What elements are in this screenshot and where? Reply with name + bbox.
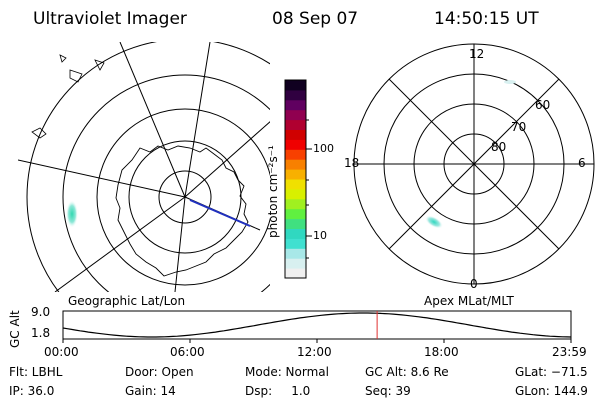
colorbar-segment <box>285 159 306 170</box>
colorbar-segment <box>285 109 306 121</box>
altitude-curve <box>62 312 572 338</box>
coastline <box>115 145 249 277</box>
geographic-map <box>18 42 270 292</box>
colorbar-segment <box>285 248 306 259</box>
altitude-plot <box>62 310 572 343</box>
colorbar-segment <box>285 119 306 130</box>
altitude-ytick-low: 1.8 <box>31 326 51 340</box>
altitude-ytick-high: 9.0 <box>31 305 51 319</box>
altitude-ylabel: GC Alt <box>8 310 22 348</box>
xtick-1200: 12:00 <box>297 345 332 359</box>
geo-panel-title: Geographic Lat/Lon <box>68 294 186 308</box>
colorbar-segment <box>285 89 306 101</box>
xtick-1800: 18:00 <box>424 345 459 359</box>
colorbar <box>284 79 312 279</box>
colorbar-unit-label: photon cm⁻²s⁻¹ <box>266 145 280 238</box>
mlt-label-0: 0 <box>470 277 478 291</box>
colorbar-segment <box>285 198 306 210</box>
colorbar-segment <box>285 99 306 111</box>
time-label: 14:50:15 UT <box>434 9 539 29</box>
info-glat: GLat: −71.5 <box>515 365 588 379</box>
colorbar-tick-10: 10 <box>313 229 327 242</box>
info-glon: GLon: 144.9 <box>515 384 588 398</box>
xtick-2359: 23:59 <box>552 345 587 359</box>
colorbar-segment <box>285 228 306 239</box>
colorbar-segment <box>285 129 306 140</box>
instrument-title: Ultraviolet Imager <box>33 9 187 29</box>
apex-polar-plot <box>353 43 595 285</box>
colorbar-segment <box>285 208 306 220</box>
colorbar-segment <box>285 218 306 229</box>
date-label: 08 Sep 07 <box>272 9 359 29</box>
colorbar-segment <box>285 139 306 150</box>
info-gc-alt: GC Alt: 8.6 Re <box>365 365 449 379</box>
xtick-0000: 00:00 <box>44 345 79 359</box>
info-filter: Flt: LBHL <box>9 365 63 379</box>
mlt-label-12: 12 <box>469 47 485 61</box>
colorbar-segment <box>285 80 306 91</box>
info-ip: IP: 36.0 <box>9 384 55 398</box>
colorbar-segment <box>285 268 306 279</box>
info-dsp: Dsp: 1.0 <box>245 384 311 398</box>
info-mode: Mode: Normal <box>245 365 329 379</box>
lat-label-80: 80 <box>491 140 507 154</box>
apex-panel-title: Apex MLat/MLT <box>424 294 514 308</box>
colorbar-segment <box>285 149 306 160</box>
info-door: Door: Open <box>125 365 194 379</box>
colorbar-segment <box>285 258 306 269</box>
mlt-label-18: 18 <box>344 156 360 170</box>
lat-label-70: 70 <box>511 120 527 134</box>
lat-label-60: 60 <box>535 98 551 112</box>
colorbar-segment <box>285 179 306 190</box>
colorbar-segment <box>285 169 306 180</box>
mlt-label-6: 6 <box>578 156 586 170</box>
colorbar-segment <box>285 238 306 249</box>
xtick-0600: 06:00 <box>170 345 205 359</box>
info-gain: Gain: 14 <box>125 384 176 398</box>
info-seq: Seq: 39 <box>365 384 411 398</box>
colorbar-tick-100: 100 <box>313 142 334 155</box>
colorbar-segment <box>285 188 306 200</box>
